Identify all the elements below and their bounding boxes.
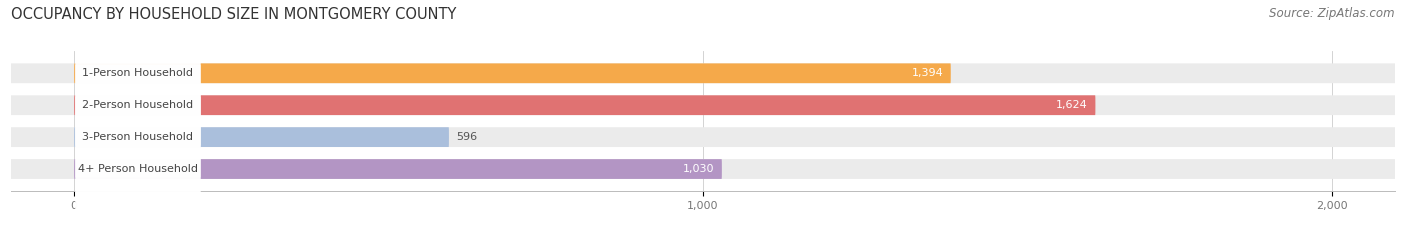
FancyBboxPatch shape	[76, 97, 201, 233]
Text: 1,394: 1,394	[911, 68, 943, 78]
FancyBboxPatch shape	[75, 95, 1095, 115]
FancyBboxPatch shape	[0, 63, 1406, 83]
FancyBboxPatch shape	[76, 65, 201, 209]
Text: 596: 596	[457, 132, 478, 142]
FancyBboxPatch shape	[0, 159, 1406, 179]
FancyBboxPatch shape	[75, 63, 950, 83]
Text: OCCUPANCY BY HOUSEHOLD SIZE IN MONTGOMERY COUNTY: OCCUPANCY BY HOUSEHOLD SIZE IN MONTGOMER…	[11, 7, 457, 22]
Text: 1,624: 1,624	[1056, 100, 1088, 110]
FancyBboxPatch shape	[76, 1, 201, 145]
FancyBboxPatch shape	[76, 33, 201, 177]
FancyBboxPatch shape	[0, 95, 1406, 115]
Text: Source: ZipAtlas.com: Source: ZipAtlas.com	[1270, 7, 1395, 20]
Text: 1,030: 1,030	[683, 164, 714, 174]
Text: 3-Person Household: 3-Person Household	[82, 132, 193, 142]
FancyBboxPatch shape	[75, 159, 721, 179]
FancyBboxPatch shape	[75, 127, 449, 147]
FancyBboxPatch shape	[0, 127, 1406, 147]
Text: 4+ Person Household: 4+ Person Household	[77, 164, 198, 174]
Text: 2-Person Household: 2-Person Household	[82, 100, 193, 110]
Text: 1-Person Household: 1-Person Household	[82, 68, 193, 78]
